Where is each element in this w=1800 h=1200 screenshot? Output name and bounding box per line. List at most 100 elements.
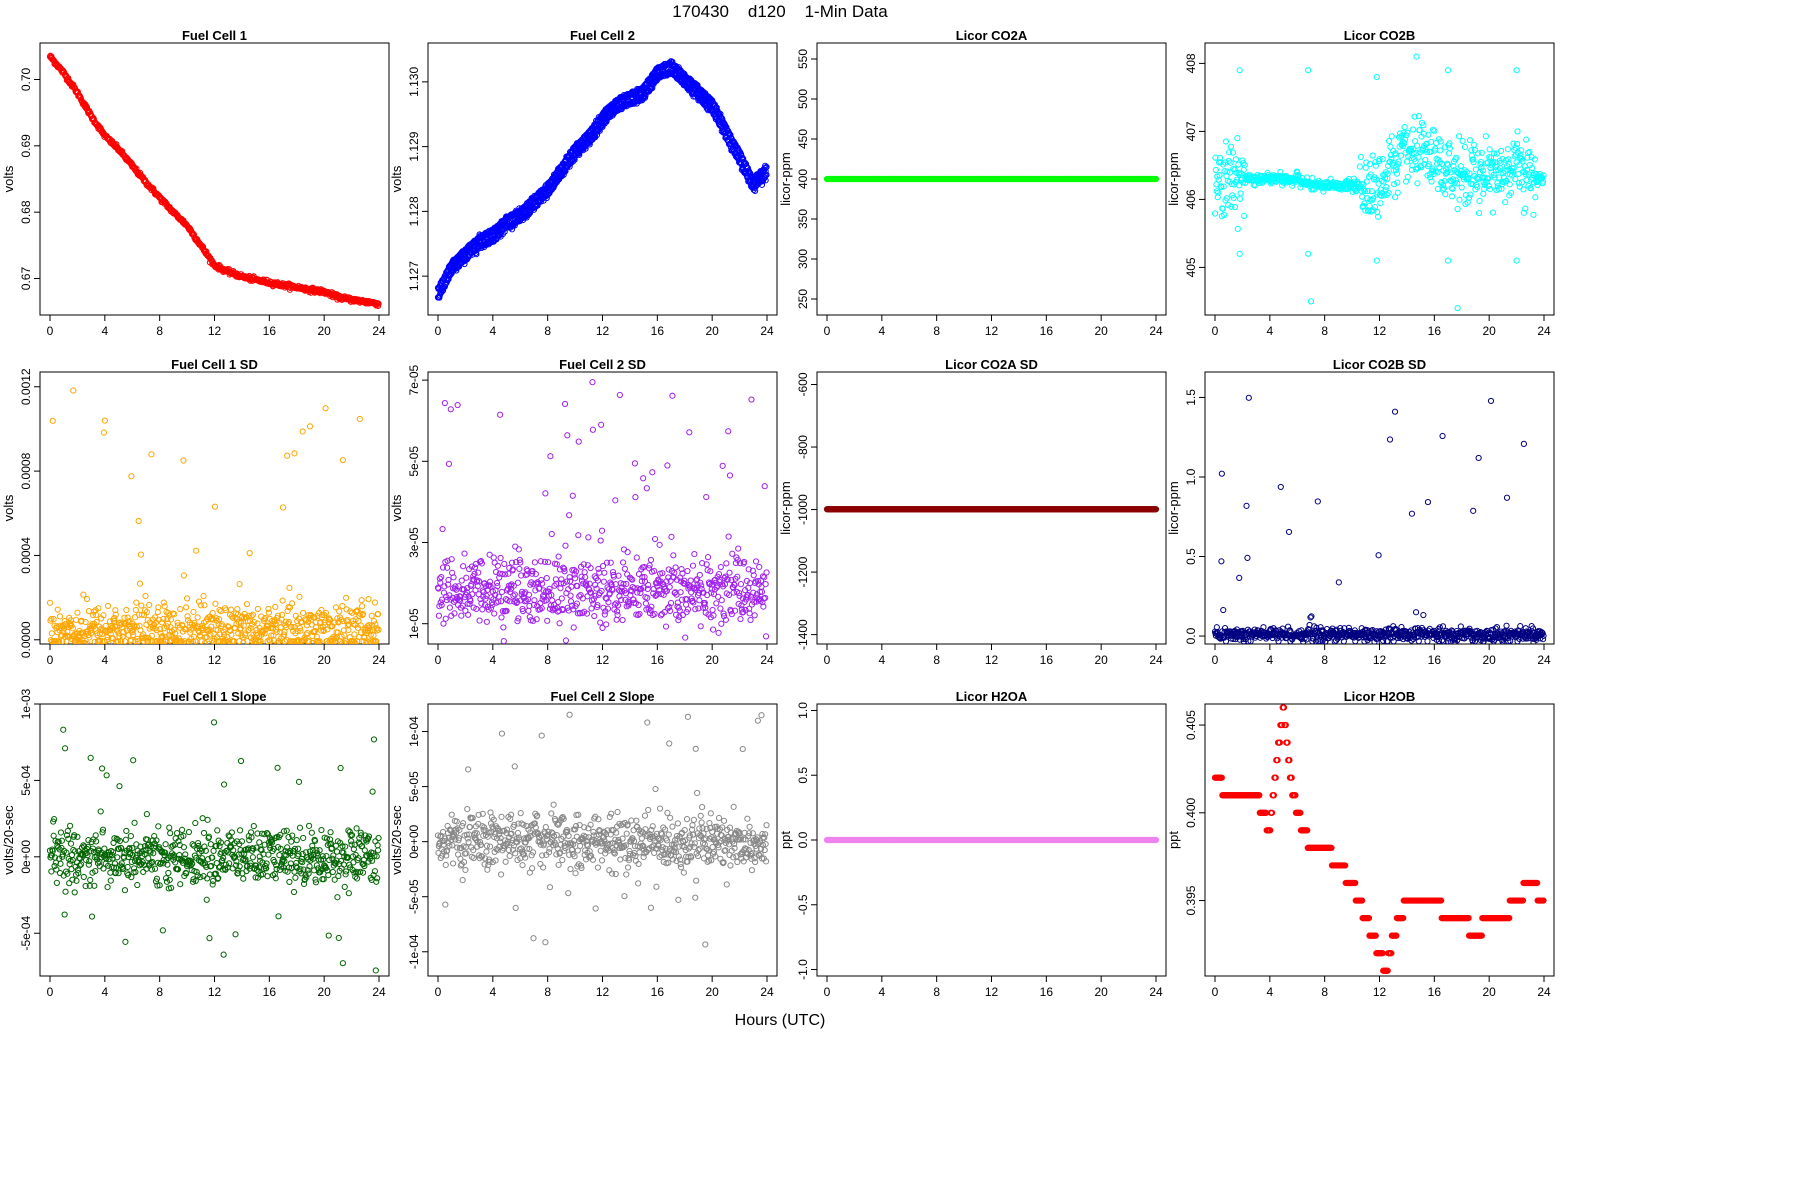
data-point [1409, 162, 1416, 169]
y-tick-label: 400 [796, 169, 810, 189]
data-point [1415, 154, 1422, 161]
data-point [358, 603, 366, 610]
data-point [1213, 188, 1220, 195]
data-point [651, 535, 659, 543]
data-point [351, 631, 358, 638]
data-point [635, 601, 642, 609]
plot-frame [427, 42, 778, 316]
data-point [1523, 136, 1530, 143]
data-point [471, 564, 479, 571]
data-point [321, 619, 328, 626]
data-point [761, 483, 768, 490]
data-point [737, 581, 745, 588]
data-point [486, 551, 493, 558]
data-point [1495, 166, 1502, 174]
data-point [82, 640, 89, 644]
data-point [192, 638, 199, 644]
data-point [487, 583, 494, 590]
data-point [545, 559, 552, 566]
data-point [1489, 209, 1496, 216]
data-point [164, 615, 171, 623]
data-point [1444, 168, 1451, 175]
data-point [1264, 169, 1271, 176]
data-point [501, 228, 508, 235]
data-point [587, 589, 595, 596]
data-point [1514, 128, 1521, 135]
data-point [112, 611, 119, 618]
data-point [1476, 197, 1483, 204]
data-point [637, 589, 644, 596]
data-point [1223, 195, 1230, 202]
data-point [514, 618, 521, 625]
data-point [572, 568, 580, 575]
data-point [1229, 149, 1236, 156]
data-point [1373, 73, 1380, 81]
data-point [574, 582, 581, 590]
data-point [614, 608, 621, 615]
data-point [734, 573, 741, 580]
data-point [1461, 143, 1469, 151]
x-tick-label: 20 [1482, 324, 1496, 338]
plot-frame [39, 371, 390, 645]
data-point [436, 575, 443, 582]
data-point [1410, 146, 1417, 153]
data-point [515, 546, 522, 553]
data-point [476, 578, 483, 585]
x-tick-label: 24 [1537, 324, 1551, 338]
data-point [546, 585, 553, 592]
data-point [443, 596, 450, 604]
data-point [1520, 209, 1527, 216]
data-point [635, 611, 642, 619]
x-tick-label: 16 [263, 653, 277, 667]
data-point [513, 598, 521, 606]
data-point [1369, 152, 1376, 159]
data-point [136, 580, 144, 587]
data-point [460, 563, 467, 570]
data-point [340, 618, 347, 625]
data-point [48, 615, 55, 623]
data-point [531, 559, 538, 566]
data-point [525, 591, 533, 598]
data-point [320, 627, 327, 635]
data-point [598, 421, 605, 428]
data-point [269, 625, 277, 632]
data-point [83, 595, 91, 603]
data-point [698, 585, 705, 593]
x-tick-label: 0 [47, 653, 54, 667]
data-point [696, 597, 703, 604]
data-point [639, 573, 646, 581]
data-point [681, 580, 688, 588]
data-point [284, 452, 291, 459]
data-point [1444, 257, 1452, 264]
data-point [614, 611, 621, 619]
data-point [649, 469, 656, 476]
data-point [273, 628, 280, 636]
data-point [1212, 166, 1220, 174]
data-point [532, 570, 539, 578]
data-point [1420, 122, 1427, 129]
y-axis-label: volts [1, 494, 16, 521]
data-point [1539, 178, 1547, 185]
data-point [249, 611, 256, 618]
data-point [70, 387, 77, 394]
y-tick-label: 0.0004 [19, 537, 33, 574]
data-point [1480, 190, 1487, 197]
data-point [1454, 205, 1461, 213]
data-point [301, 634, 308, 641]
data-point [1477, 161, 1484, 168]
data-point [165, 609, 172, 617]
data-point [1401, 140, 1408, 147]
data-point [303, 622, 310, 629]
data-point [651, 610, 658, 617]
data-series [1211, 53, 1547, 312]
data-point [666, 584, 673, 591]
data-point [555, 598, 562, 606]
data-point [595, 565, 602, 573]
data-point [573, 600, 581, 607]
data-point [1452, 177, 1459, 184]
data-point [631, 460, 639, 467]
data-point [163, 623, 171, 630]
data-point [1466, 170, 1473, 177]
data-point [450, 574, 457, 581]
data-point [1379, 156, 1386, 163]
